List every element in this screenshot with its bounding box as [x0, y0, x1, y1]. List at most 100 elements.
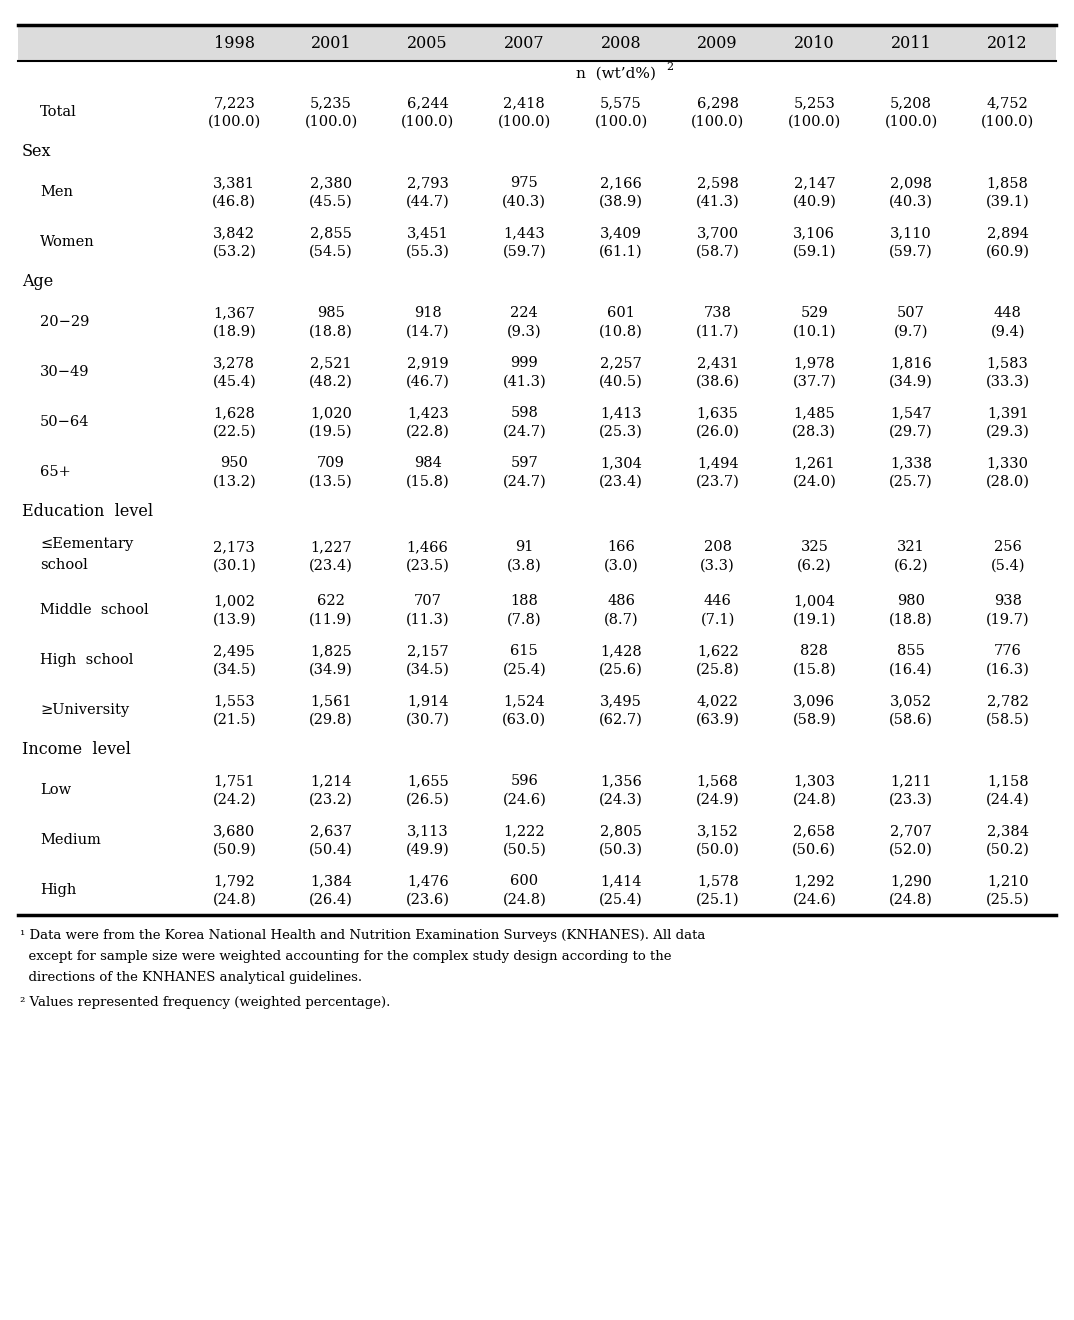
Text: (50.5): (50.5) — [503, 843, 547, 857]
Text: (11.3): (11.3) — [406, 612, 450, 627]
Text: 2: 2 — [667, 62, 673, 73]
Text: (14.7): (14.7) — [406, 325, 450, 339]
Text: 1,553: 1,553 — [214, 694, 256, 708]
Text: (28.0): (28.0) — [986, 475, 1030, 488]
Text: (63.0): (63.0) — [503, 713, 547, 727]
Text: 1,210: 1,210 — [987, 874, 1029, 888]
Text: 1,391: 1,391 — [987, 407, 1029, 420]
Text: 828: 828 — [800, 644, 828, 657]
Text: (23.3): (23.3) — [889, 793, 933, 807]
Text: (24.4): (24.4) — [986, 793, 1030, 807]
Text: (63.9): (63.9) — [696, 713, 740, 727]
Text: (9.7): (9.7) — [894, 325, 928, 339]
Text: (3.0): (3.0) — [604, 558, 638, 573]
Text: (26.0): (26.0) — [696, 425, 740, 440]
Text: 1,338: 1,338 — [890, 455, 932, 470]
Text: (19.5): (19.5) — [309, 425, 353, 440]
Text: 5,253: 5,253 — [794, 96, 836, 110]
Text: (18.9): (18.9) — [213, 325, 257, 339]
Text: 2,894: 2,894 — [987, 226, 1029, 240]
Text: 1,356: 1,356 — [600, 774, 642, 788]
Text: 975: 975 — [510, 176, 538, 190]
Text: 3,409: 3,409 — [600, 226, 642, 240]
Text: (23.5): (23.5) — [406, 558, 450, 573]
Text: 2,793: 2,793 — [407, 176, 449, 190]
Text: 709: 709 — [317, 455, 345, 470]
Text: 5,575: 5,575 — [600, 96, 642, 110]
Text: 2011: 2011 — [890, 34, 931, 51]
Text: (39.1): (39.1) — [986, 195, 1030, 209]
Text: (3.8): (3.8) — [507, 558, 541, 573]
Text: 507: 507 — [897, 306, 925, 319]
Text: 3,842: 3,842 — [214, 226, 256, 240]
Text: (45.4): (45.4) — [213, 375, 257, 389]
Text: 598: 598 — [510, 407, 538, 420]
Text: (58.7): (58.7) — [696, 246, 740, 259]
Text: 984: 984 — [413, 455, 441, 470]
Text: 601: 601 — [607, 306, 635, 319]
Text: 1,002: 1,002 — [214, 594, 256, 609]
Text: 2,598: 2,598 — [697, 176, 739, 190]
Text: 1,792: 1,792 — [214, 874, 256, 888]
Text: 208: 208 — [703, 540, 731, 554]
Text: 2009: 2009 — [697, 34, 738, 51]
Text: (37.7): (37.7) — [793, 375, 837, 389]
Text: 2,637: 2,637 — [310, 824, 352, 838]
Text: (25.4): (25.4) — [503, 663, 547, 677]
Text: (40.3): (40.3) — [503, 195, 547, 209]
Text: 3,113: 3,113 — [407, 824, 449, 838]
Text: (54.5): (54.5) — [309, 246, 353, 259]
Text: 1,227: 1,227 — [310, 540, 352, 554]
Text: 1,384: 1,384 — [310, 874, 352, 888]
Text: (50.0): (50.0) — [696, 843, 740, 857]
Text: 2,782: 2,782 — [987, 694, 1029, 708]
Text: Education  level: Education level — [21, 503, 154, 520]
Text: (25.6): (25.6) — [599, 663, 643, 677]
Text: (24.7): (24.7) — [503, 425, 547, 440]
Text: (46.7): (46.7) — [406, 375, 450, 389]
Text: (23.2): (23.2) — [309, 793, 353, 807]
Text: (25.8): (25.8) — [696, 663, 740, 677]
Text: (21.5): (21.5) — [213, 713, 256, 727]
Text: (25.3): (25.3) — [599, 425, 643, 440]
Text: (30.1): (30.1) — [213, 558, 257, 573]
Text: (24.9): (24.9) — [696, 793, 740, 807]
Text: (38.6): (38.6) — [696, 375, 740, 389]
Text: 2005: 2005 — [407, 34, 448, 51]
Text: (18.8): (18.8) — [889, 612, 933, 627]
Text: 3,495: 3,495 — [600, 694, 642, 708]
Text: (59.7): (59.7) — [503, 246, 547, 259]
Text: 1,578: 1,578 — [697, 874, 739, 888]
Text: ² Values represented frequency (weighted percentage).: ² Values represented frequency (weighted… — [20, 997, 390, 1008]
Text: 1,547: 1,547 — [890, 407, 932, 420]
Text: (24.2): (24.2) — [213, 793, 257, 807]
Text: (38.9): (38.9) — [599, 195, 643, 209]
Text: (40.5): (40.5) — [599, 375, 643, 389]
Text: ≥University: ≥University — [40, 704, 129, 717]
Text: 2,805: 2,805 — [600, 824, 642, 838]
Bar — [18, 25, 1056, 61]
Text: (19.1): (19.1) — [793, 612, 836, 627]
Text: (61.1): (61.1) — [599, 246, 643, 259]
Text: (29.7): (29.7) — [889, 425, 933, 440]
Text: 999: 999 — [510, 356, 538, 370]
Text: (24.8): (24.8) — [793, 793, 837, 807]
Text: (59.1): (59.1) — [793, 246, 837, 259]
Text: 4,022: 4,022 — [697, 694, 739, 708]
Text: 1,825: 1,825 — [310, 644, 352, 657]
Text: 776: 776 — [993, 644, 1021, 657]
Text: 188: 188 — [510, 594, 538, 609]
Text: (40.9): (40.9) — [793, 195, 837, 209]
Text: (16.4): (16.4) — [889, 663, 933, 677]
Text: 50−64: 50−64 — [40, 414, 89, 429]
Text: 1,414: 1,414 — [600, 874, 642, 888]
Text: 65+: 65+ — [40, 465, 71, 479]
Text: (23.6): (23.6) — [406, 894, 450, 907]
Text: (100.0): (100.0) — [884, 115, 938, 129]
Text: (41.3): (41.3) — [696, 195, 740, 209]
Text: (3.3): (3.3) — [700, 558, 735, 573]
Text: 1,858: 1,858 — [987, 176, 1029, 190]
Text: 5,208: 5,208 — [890, 96, 932, 110]
Text: (50.4): (50.4) — [309, 843, 353, 857]
Text: 166: 166 — [607, 540, 635, 554]
